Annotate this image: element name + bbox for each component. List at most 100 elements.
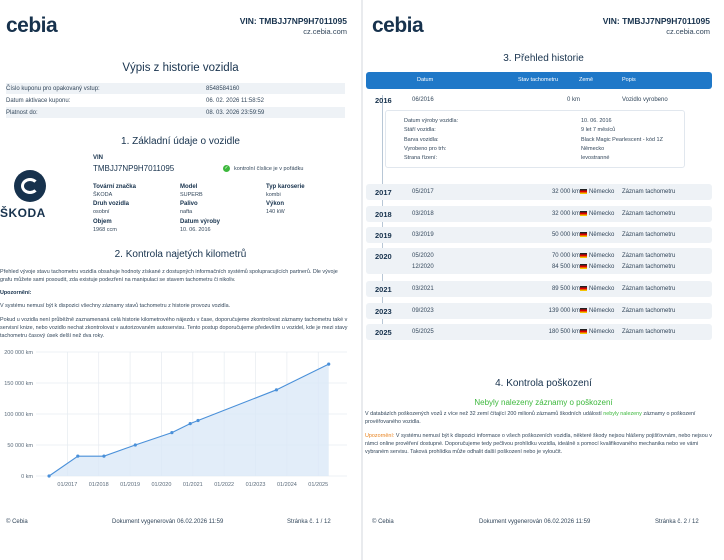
- history-note: Záznam tachometru: [622, 232, 676, 238]
- header-vin: VIN: TMBJJ7NP9H7011095: [239, 16, 347, 26]
- history-date: 03/2019: [412, 232, 434, 238]
- field-value: 10. 06. 2016: [180, 227, 211, 233]
- mileage-area: [49, 364, 329, 476]
- germany-flag-icon: [580, 232, 587, 237]
- history-row: 2021 03/2021 89 500 km Německo Záznam ta…: [366, 281, 712, 297]
- x-tick-label: 01/2025: [308, 482, 328, 488]
- history-date: 09/2023: [412, 308, 434, 314]
- history-date: 12/2020: [412, 264, 434, 270]
- x-tick-label: 01/2018: [89, 482, 109, 488]
- warning-text: V systému nemusí být k dispozici informa…: [365, 433, 712, 455]
- no-damage-title: Nebyly nalezeny záznamy o poškození: [474, 398, 613, 407]
- header-url[interactable]: cz.cebia.com: [666, 27, 710, 36]
- history-country: Německo: [589, 211, 615, 217]
- col-country: Země: [579, 77, 594, 83]
- history-date: 05/2020: [412, 253, 434, 259]
- report-page-1: cebia VIN: TMBJJ7NP9H7011095 cz.cebia.co…: [0, 0, 361, 560]
- history-date: 03/2021: [412, 286, 434, 292]
- history-country: Německo: [589, 308, 615, 314]
- history-odometer: 89 500 km: [551, 286, 580, 292]
- detail-label: Stáří vozidla:: [404, 127, 436, 133]
- mileage-point: [102, 454, 106, 458]
- history-row: 2016 06/2016 0 km Vozidlo vyrobeno: [366, 92, 712, 108]
- history-year: 2025: [375, 328, 392, 337]
- history-table-header: Datum Stav tachometru Země Popis: [366, 72, 712, 89]
- field-label: Typ karoserie: [266, 184, 305, 190]
- damage-text-start: V databázích poškozených vozů z více než…: [365, 411, 602, 417]
- mileage-point: [327, 362, 331, 366]
- history-date: 03/2018: [412, 211, 434, 217]
- col-odometer: Stav tachometru: [518, 77, 559, 83]
- field-value: SUPERB: [180, 192, 203, 198]
- coupon-value: 8548584160: [206, 85, 240, 92]
- x-tick-label: 01/2020: [152, 482, 172, 488]
- footer-page-number: Stránka č. 1 / 12: [287, 519, 331, 525]
- damage-text: V databázích poškozených vozů z více než…: [365, 410, 715, 426]
- germany-flag-icon: [580, 189, 587, 194]
- cebia-logo: cebia: [372, 14, 424, 37]
- coupon-value: 06. 02. 2026 11:58:52: [206, 97, 264, 104]
- mileage-chart: 0 km 50 000 km 100 000 km 150 000 km 200 000…: [4, 350, 347, 488]
- history-country: Německo: [589, 286, 615, 292]
- history-row: 2019 03/2019 50 000 km Německo Záznam ta…: [366, 227, 712, 243]
- x-tick-label: 01/2019: [120, 482, 140, 488]
- coupon-label: Platnost do:: [6, 109, 38, 116]
- coupon-row: Číslo kuponu pro opakovaný vstup: 854858…: [6, 83, 345, 94]
- history-note: Záznam tachometru: [622, 329, 676, 335]
- y-tick-label: 200 000 km: [4, 350, 33, 356]
- y-tick-label: 0 km: [21, 474, 33, 480]
- coupon-value: 08. 03. 2026 23:59:59: [206, 109, 265, 116]
- history-note: Záznam tachometru: [622, 189, 676, 195]
- germany-flag-icon: [580, 264, 587, 269]
- coupon-label: Datum aktivace kuponu:: [6, 97, 71, 104]
- cebia-logo: cebia: [6, 14, 58, 37]
- history-note: Záznam tachometru: [622, 211, 676, 217]
- field-label: Palivo: [180, 201, 198, 207]
- y-tick-label: 50 000 km: [7, 443, 33, 449]
- history-country: Německo: [589, 329, 615, 335]
- history-odometer: 50 000 km: [551, 232, 580, 238]
- history-note: Záznam tachometru: [622, 308, 676, 314]
- footer-left: © Cebia: [6, 519, 28, 525]
- field-label: Výkon: [266, 201, 285, 207]
- warning-label: Upozornění:: [365, 433, 395, 439]
- history-country: Německo: [589, 264, 615, 270]
- germany-flag-icon: [580, 286, 587, 291]
- history-year: 2018: [375, 210, 392, 219]
- vehicle-detail-card: Datum výroby vozidla: 10. 06. 2016 Stáří…: [385, 110, 685, 168]
- germany-flag-icon: [580, 211, 587, 216]
- footer-left: © Cebia: [372, 519, 394, 525]
- warning-text: V systému nemusí být k dispozici všechny…: [0, 303, 231, 309]
- warning-label: Upozornění:: [0, 290, 32, 296]
- x-tick-label: 01/2021: [183, 482, 203, 488]
- detail-value: Black Magic Pearlescent - kód 1Z: [581, 137, 663, 143]
- history-note: Záznam tachometru: [622, 286, 676, 292]
- mileage-point: [76, 454, 80, 458]
- checksum-status: kontrolní číslice je v pořádku: [234, 166, 304, 172]
- mileage-point: [47, 474, 51, 478]
- history-odometer: 139 000 km: [548, 308, 580, 314]
- field-value: kombi: [266, 192, 281, 198]
- x-tick-label: 01/2022: [214, 482, 234, 488]
- footer-center: Dokument vygenerován 06.02.2026 11:59: [112, 519, 224, 525]
- field-label: Objem: [93, 219, 112, 225]
- history-date: 05/2017: [412, 189, 434, 195]
- coupon-label: Číslo kuponu pro opakovaný vstup:: [6, 85, 100, 92]
- coupon-row: Platnost do: 08. 03. 2026 23:59:59: [6, 107, 345, 118]
- mileage-point: [170, 431, 174, 435]
- damage-highlight: nebyly nalezeny: [603, 411, 642, 417]
- history-odometer: 180 500 km: [548, 329, 580, 335]
- history-row: 2023 09/2023 139 000 km Německo Záznam t…: [366, 303, 712, 319]
- mileage-point: [196, 418, 200, 423]
- detail-label: Datum výroby vozidla:: [404, 118, 459, 124]
- header-url[interactable]: cz.cebia.com: [303, 27, 347, 36]
- history-odometer: 0 km: [566, 97, 580, 103]
- x-tick-label: 01/2023: [246, 482, 266, 488]
- col-description: Popis: [622, 77, 636, 83]
- field-value: ŠKODA: [93, 192, 113, 198]
- history-year: 2021: [375, 285, 392, 294]
- history-row: 2018 03/2018 32 000 km Německo Záznam ta…: [366, 206, 712, 222]
- mileage-point: [274, 388, 279, 392]
- coupon-row: Datum aktivace kuponu: 06. 02. 2026 11:5…: [6, 95, 345, 106]
- history-note: Vozidlo vyrobeno: [622, 97, 668, 103]
